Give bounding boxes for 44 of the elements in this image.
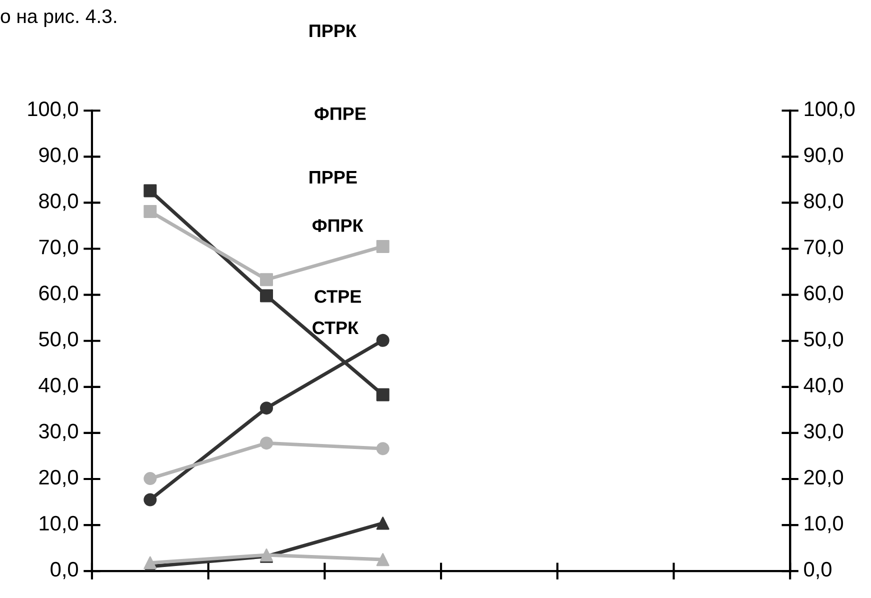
annotation: СТРК xyxy=(312,321,359,334)
y2-tick-label: 90,0 xyxy=(804,148,844,165)
y2-tick-label: 40,0 xyxy=(804,378,844,395)
point xyxy=(376,553,390,566)
y-tick-label: 0,0 xyxy=(50,562,78,580)
point xyxy=(144,204,157,218)
y-tick-label: 100,0 xyxy=(28,101,78,119)
y-tick-label: 30,0 xyxy=(39,424,78,442)
y2-tick-label: 50,0 xyxy=(804,332,844,349)
point xyxy=(376,334,390,347)
point xyxy=(376,388,390,402)
y-tick-label: 70,0 xyxy=(39,240,78,257)
y2-tick-label: 30,0 xyxy=(804,424,844,442)
y-tick-label: 50,0 xyxy=(39,332,78,349)
point xyxy=(260,289,274,302)
point xyxy=(144,184,157,198)
annotation: СТРЕ xyxy=(314,290,361,303)
y-tick-label: 90,0 xyxy=(39,148,78,165)
y2-tick-label: 100,0 xyxy=(804,101,855,119)
y2-tick-label: 70,0 xyxy=(804,240,844,257)
annotation: ФПРЕ xyxy=(314,107,366,120)
point xyxy=(376,240,390,253)
point xyxy=(376,442,390,456)
y-tick-label: 60,0 xyxy=(39,286,78,303)
text: о на рис. 4.3. xyxy=(0,9,116,28)
y2-tick-label: 10,0 xyxy=(804,516,844,534)
y2-tick-label: 20,0 xyxy=(804,470,844,488)
y-tick-label: 20,0 xyxy=(39,470,78,488)
point xyxy=(144,493,157,506)
y-tick-label: 40,0 xyxy=(38,378,78,395)
y2-tick-label: 60,0 xyxy=(804,286,844,303)
text: ПРРК xyxy=(310,24,356,38)
y-tick-label: 10,0 xyxy=(40,516,78,534)
point xyxy=(260,402,274,415)
annotation: ФПРК xyxy=(312,219,364,232)
annotation: ПРРЕ xyxy=(310,171,357,184)
y2-tick-label: 0,0 xyxy=(804,562,832,580)
point xyxy=(260,273,274,286)
point xyxy=(376,516,390,530)
point xyxy=(260,436,274,450)
y2-tick-label: 80,0 xyxy=(804,194,844,211)
point xyxy=(144,472,157,486)
point xyxy=(144,556,157,570)
y-tick-label: 80,0 xyxy=(39,194,78,211)
